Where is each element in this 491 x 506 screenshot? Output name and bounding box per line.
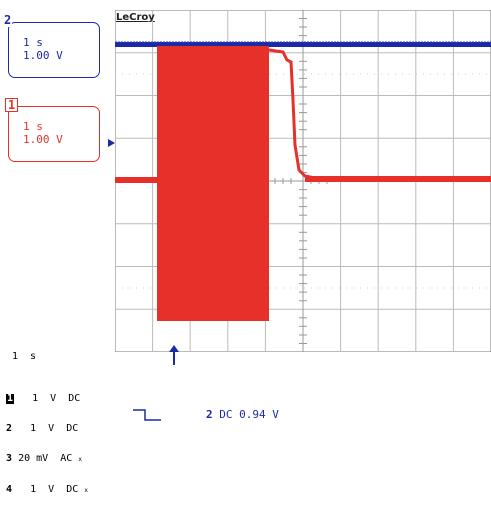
channel-1-number: 1 bbox=[5, 98, 19, 112]
bw-limit-icon: x bbox=[78, 456, 82, 463]
channel-setting-num: 4 bbox=[6, 484, 13, 495]
channel-settings-readout: 1 1 V DC 2 1 V DC 3 20 mV AC x 4 1 V DC … bbox=[6, 374, 88, 506]
brand-logo: LeCroy bbox=[116, 12, 155, 23]
trigger-slope-icon bbox=[133, 409, 161, 421]
channel-1-trace bbox=[115, 46, 491, 321]
channel-2-number: 2 bbox=[3, 13, 13, 27]
channel-1-level-marker[interactable] bbox=[108, 139, 116, 147]
channel-setting-row: 4 1 V DC x bbox=[6, 484, 88, 495]
trigger-position-arrow-icon[interactable] bbox=[168, 345, 180, 365]
channel-1-timebase: 1 s bbox=[23, 120, 43, 133]
trigger-readout: 2 DC 0.94 V bbox=[206, 408, 279, 421]
channel-setting-num: 2 bbox=[6, 423, 13, 434]
channel-setting-row: 3 20 mV AC x bbox=[6, 453, 82, 464]
channel-2-trace bbox=[115, 41, 491, 47]
bw-limit-icon: x bbox=[84, 487, 88, 494]
channel-1-box[interactable]: 1 1 s 1.00 V bbox=[5, 98, 100, 162]
channel-2-timebase: 1 s bbox=[23, 36, 43, 49]
channel-setting-row: 2 1 V DC bbox=[6, 423, 79, 434]
channel-1-volts: 1.00 V bbox=[23, 133, 63, 146]
channel-setting-num: 1 bbox=[6, 393, 15, 404]
channel-setting-row: 1 1 V DC bbox=[6, 393, 81, 404]
channel-2-box[interactable]: 2 1 s 1.00 V bbox=[3, 14, 100, 78]
channel-2-volts: 1.00 V bbox=[23, 49, 63, 62]
oscilloscope-display: LeCroy bbox=[115, 10, 491, 352]
channel-setting-num: 3 bbox=[6, 453, 13, 464]
trigger-level: DC 0.94 V bbox=[219, 408, 279, 421]
timebase-readout: 1 s bbox=[12, 351, 37, 362]
trigger-channel: 2 bbox=[206, 408, 213, 421]
